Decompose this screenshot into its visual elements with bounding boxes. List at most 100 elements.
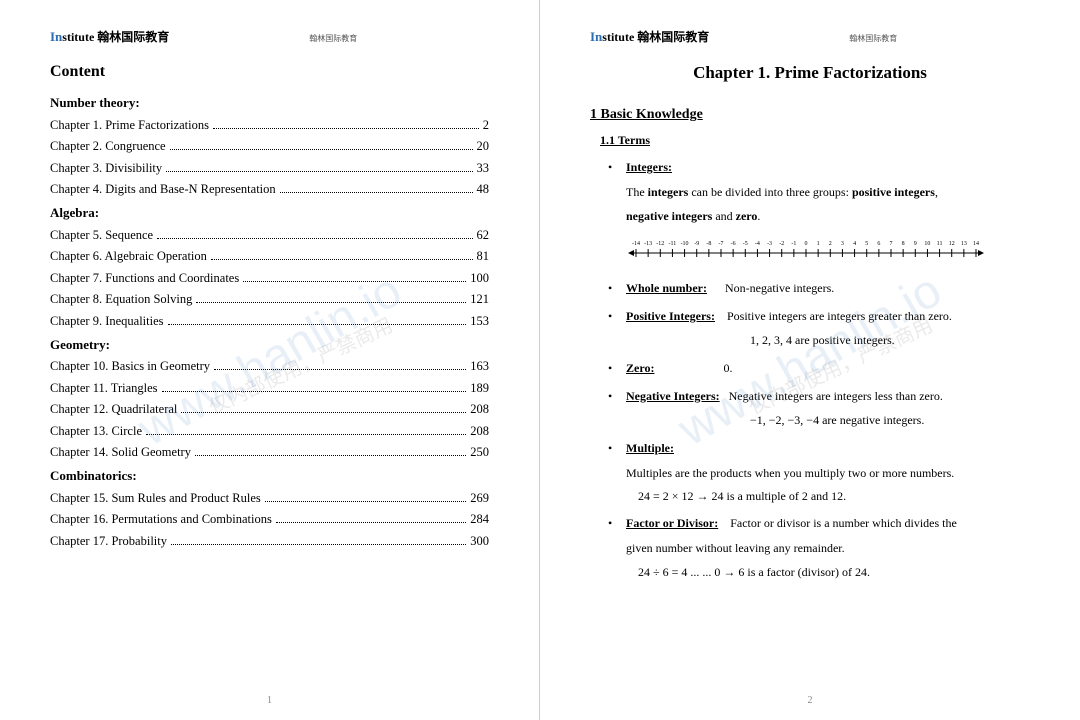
- term-positive: • Positive Integers: Positive integers a…: [608, 307, 1030, 325]
- toc-page: 269: [470, 491, 489, 506]
- toc-entry: Chapter 2. Congruence 20: [50, 139, 489, 154]
- page-number-right: 2: [808, 695, 813, 706]
- toc-page: 250: [470, 445, 489, 460]
- logo: Institute 翰林国际教育: [50, 28, 169, 45]
- toc-page: 121: [470, 292, 489, 307]
- toc-entry: Chapter 15. Sum Rules and Product Rules 2…: [50, 491, 489, 506]
- toc-label: Chapter 16. Permutations and Combination…: [50, 512, 272, 527]
- term-zero: • Zero: 0.: [608, 359, 1030, 377]
- svg-text:-11: -11: [669, 241, 677, 247]
- toc-section-heading: Combinatorics:: [50, 468, 489, 484]
- svg-text:-2: -2: [779, 241, 784, 247]
- svg-text:13: 13: [961, 241, 967, 247]
- toc-label: Chapter 2. Congruence: [50, 139, 166, 154]
- svg-text:-3: -3: [767, 241, 772, 247]
- svg-text:-12: -12: [656, 241, 664, 247]
- toc-entry: Chapter 3. Divisibility 33: [50, 161, 489, 176]
- svg-text:-8: -8: [706, 241, 711, 247]
- number-line: -14-13-12-11-10-9-8-7-6-5-4-3-2-10123456…: [626, 235, 1030, 269]
- svg-text:7: 7: [890, 241, 893, 247]
- svg-text:11: 11: [937, 241, 943, 247]
- chapter-title: Chapter 1. Prime Factorizations: [590, 63, 1030, 83]
- header-subtitle: 翰林国际教育: [849, 33, 897, 44]
- term-multiple: • Multiple:: [608, 439, 1030, 457]
- svg-text:10: 10: [924, 241, 930, 247]
- term-factor: • Factor or Divisor: Factor or divisor i…: [608, 514, 1030, 532]
- integers-desc: The integers can be divided into three g…: [626, 182, 1030, 202]
- toc-label: Chapter 15. Sum Rules and Product Rules: [50, 491, 261, 506]
- toc-label: Chapter 11. Triangles: [50, 381, 158, 396]
- page-right: www.hanlin.io 仅内部使用，严禁商用 Institute 翰林国际教…: [540, 0, 1080, 720]
- page-header: Institute 翰林国际教育 翰林国际教育: [50, 28, 489, 45]
- page-header: Institute 翰林国际教育 翰林国际教育: [590, 28, 1030, 45]
- toc-entry: Chapter 14. Solid Geometry 250: [50, 445, 489, 460]
- svg-text:4: 4: [853, 241, 856, 247]
- term-negative: • Negative Integers: Negative integers a…: [608, 387, 1030, 405]
- toc-label: Chapter 14. Solid Geometry: [50, 445, 191, 460]
- toc-label: Chapter 10. Basics in Geometry: [50, 359, 210, 374]
- svg-text:5: 5: [865, 241, 868, 247]
- toc-page: 62: [477, 228, 490, 243]
- svg-text:0: 0: [805, 241, 808, 247]
- factor-desc2: given number without leaving any remaind…: [626, 538, 1030, 558]
- toc-page: 33: [477, 161, 490, 176]
- toc-label: Chapter 12. Quadrilateral: [50, 402, 177, 417]
- toc-page: 153: [470, 314, 489, 329]
- toc-label: Chapter 4. Digits and Base-N Representat…: [50, 182, 276, 197]
- page-number-left: 1: [267, 695, 272, 706]
- toc-label: Chapter 3. Divisibility: [50, 161, 162, 176]
- toc-section-heading: Algebra:: [50, 205, 489, 221]
- svg-text:-4: -4: [755, 241, 760, 247]
- section-heading: 1 Basic Knowledge: [590, 107, 1030, 123]
- svg-text:8: 8: [902, 241, 905, 247]
- terms-heading: 1.1 Terms: [600, 133, 1030, 148]
- toc-entry: Chapter 17. Probability 300: [50, 534, 489, 549]
- toc-page: 284: [470, 512, 489, 527]
- svg-text:14: 14: [973, 241, 979, 247]
- toc-label: Chapter 5. Sequence: [50, 228, 153, 243]
- toc-entry: Chapter 8. Equation Solving 121: [50, 292, 489, 307]
- negative-examples: −1, −2, −3, −4 are negative integers.: [750, 411, 1030, 429]
- svg-text:-10: -10: [681, 241, 689, 247]
- svg-text:12: 12: [949, 241, 955, 247]
- toc-page: 189: [470, 381, 489, 396]
- factor-math: 24 ÷ 6 = 4 ... ... 0 → 6 is a factor (di…: [638, 565, 1030, 580]
- toc-label: Chapter 17. Probability: [50, 534, 167, 549]
- toc-section-heading: Number theory:: [50, 95, 489, 111]
- toc-page: 100: [470, 271, 489, 286]
- svg-text:-6: -6: [731, 241, 736, 247]
- toc-label: Chapter 1. Prime Factorizations: [50, 118, 209, 133]
- svg-text:-14: -14: [632, 241, 640, 247]
- toc-entry: Chapter 1. Prime Factorizations 2: [50, 118, 489, 133]
- toc-page: 48: [477, 182, 490, 197]
- toc-entry: Chapter 5. Sequence 62: [50, 228, 489, 243]
- svg-text:6: 6: [877, 241, 880, 247]
- toc-section-heading: Geometry:: [50, 337, 489, 353]
- multiple-desc: Multiples are the products when you mult…: [626, 463, 1030, 483]
- toc-page: 2: [483, 118, 489, 133]
- svg-text:1: 1: [817, 241, 820, 247]
- svg-text:-1: -1: [791, 241, 796, 247]
- toc-label: Chapter 7. Functions and Coordinates: [50, 271, 239, 286]
- svg-text:-5: -5: [743, 241, 748, 247]
- toc-page: 81: [477, 249, 490, 264]
- toc-label: Chapter 13. Circle: [50, 424, 142, 439]
- content-heading: Content: [50, 63, 489, 81]
- toc-entry: Chapter 7. Functions and Coordinates 100: [50, 271, 489, 286]
- toc-entry: Chapter 9. Inequalities153: [50, 314, 489, 329]
- term-whole: • Whole number: Non-negative integers.: [608, 279, 1030, 297]
- toc-page: 20: [477, 139, 490, 154]
- positive-examples: 1, 2, 3, 4 are positive integers.: [750, 331, 1030, 349]
- toc-page: 300: [470, 534, 489, 549]
- table-of-contents: Number theory: Chapter 1. Prime Factoriza…: [50, 95, 489, 549]
- toc-label: Chapter 6. Algebraic Operation: [50, 249, 207, 264]
- toc-page: 163: [470, 359, 489, 374]
- toc-label: Chapter 8. Equation Solving: [50, 292, 192, 307]
- svg-text:3: 3: [841, 241, 844, 247]
- svg-text:-13: -13: [644, 241, 652, 247]
- toc-entry: Chapter 16. Permutations and Combination…: [50, 512, 489, 527]
- toc-page: 208: [470, 402, 489, 417]
- logo: Institute 翰林国际教育: [590, 28, 709, 45]
- toc-entry: Chapter 4. Digits and Base-N Representat…: [50, 182, 489, 197]
- toc-entry: Chapter 6. Algebraic Operation 81: [50, 249, 489, 264]
